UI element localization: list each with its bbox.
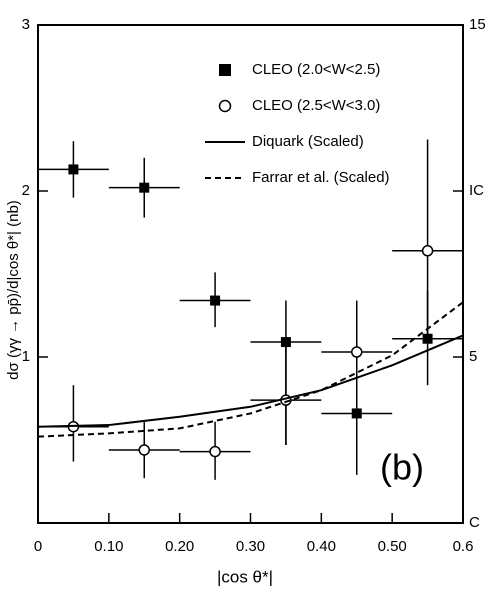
curve: [37, 334, 464, 428]
curve: [37, 301, 464, 438]
panel-label: (b): [380, 447, 424, 488]
legend-label: CLEO (2.0<W<2.5): [252, 61, 380, 78]
x-tick-label: 0.10: [94, 538, 123, 555]
y-axis-label: dσ (γγ → pp̄)/d|cos θ*| (nb): [5, 200, 22, 380]
x-tick-label: 0.30: [236, 538, 265, 555]
y2-tick-label: IC: [469, 182, 484, 199]
point: [421, 245, 434, 257]
x-axis-label: |cos θ*|: [217, 567, 273, 586]
x-tick-label: 0.40: [307, 538, 336, 555]
x-tick-label: 0.6: [453, 538, 474, 555]
y2-tick-label: 5: [469, 348, 477, 365]
point: [68, 164, 79, 175]
point: [210, 295, 221, 306]
point: [351, 408, 362, 419]
y2-tick-label: C: [469, 514, 480, 531]
legend-label: Diquark (Scaled): [252, 133, 364, 150]
point: [139, 182, 150, 193]
y-tick-label: 3: [22, 16, 30, 33]
y-tick-label: 2: [22, 182, 30, 199]
x-tick-label: 0: [34, 538, 42, 555]
legend-marker: [219, 64, 231, 76]
point: [138, 444, 150, 456]
point: [351, 346, 363, 358]
y-tick-label: 1: [22, 348, 30, 365]
x-tick-label: 0.20: [165, 538, 194, 555]
legend-label: Farrar et al. (Scaled): [252, 169, 390, 186]
y2-tick-label: 15: [469, 16, 486, 33]
legend-marker: [218, 99, 232, 113]
x-tick-label: 0.50: [378, 538, 407, 555]
legend-label: CLEO (2.5<W<3.0): [252, 97, 380, 114]
point: [209, 445, 221, 458]
